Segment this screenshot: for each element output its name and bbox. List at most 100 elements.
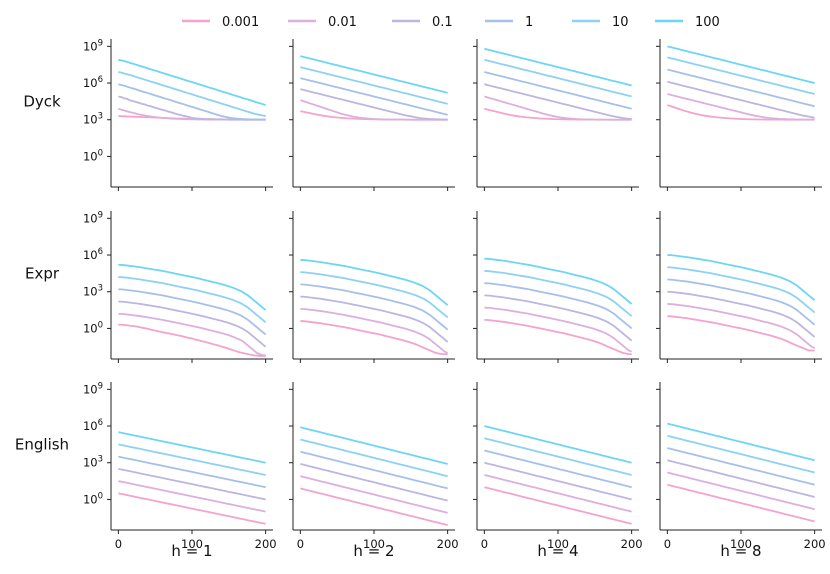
series-line	[667, 422, 815, 462]
legend-item: 10	[572, 15, 629, 30]
y-tick-label: 103	[83, 284, 103, 299]
series-line	[300, 307, 448, 354]
series-line	[300, 438, 448, 478]
x-tick-label: 100	[547, 537, 569, 551]
y-tick-label: 106	[83, 247, 103, 262]
series-line	[300, 55, 448, 94]
series-line	[118, 288, 267, 336]
panel: 100 103 106 109	[83, 38, 273, 191]
legend-label: 0.01	[328, 15, 357, 30]
column-label: h = 4	[537, 542, 578, 560]
series-line	[484, 47, 632, 87]
y-tick-label: 100	[83, 320, 103, 335]
column-label: h = 2	[353, 542, 394, 560]
y-tick-label: 106	[83, 75, 103, 90]
legend-label: 100	[695, 15, 720, 30]
series-line	[300, 450, 448, 490]
column-label: h = 8	[720, 542, 761, 560]
legend: 0.001 0.01 0.1 1 10 100	[182, 15, 720, 30]
panel	[656, 39, 822, 191]
panel	[289, 39, 455, 191]
y-tick-label: 100	[83, 491, 103, 506]
series-line	[300, 77, 448, 116]
series-line	[300, 283, 449, 331]
row-label: Expr	[25, 264, 60, 282]
series-line	[667, 45, 815, 84]
panel	[473, 39, 639, 191]
series-line	[667, 266, 816, 314]
series-line	[484, 425, 632, 464]
series-line	[118, 276, 267, 324]
legend-item: 0.1	[392, 15, 453, 30]
series-line	[118, 83, 266, 121]
y-tick-label: 106	[83, 418, 103, 433]
y-tick-label: 109	[83, 38, 103, 53]
series-line	[667, 315, 815, 352]
series-line	[484, 282, 633, 330]
series-line	[667, 459, 815, 498]
series-line	[300, 295, 449, 343]
series-line	[300, 487, 448, 526]
legend-item: 1	[485, 15, 533, 30]
series-line	[300, 271, 449, 319]
legend-label: 0.001	[222, 15, 259, 30]
series-line	[484, 83, 632, 120]
series-line	[118, 455, 266, 489]
series-line	[300, 99, 448, 121]
series-line	[118, 492, 266, 525]
series-line	[118, 312, 266, 357]
series-line	[484, 306, 632, 353]
series-line	[667, 303, 815, 349]
panel	[289, 211, 455, 363]
panel: 0 100 200	[656, 382, 826, 551]
series-line	[484, 107, 632, 121]
panel	[656, 211, 822, 363]
y-tick-label: 103	[83, 455, 103, 470]
series-line	[667, 254, 816, 301]
x-tick-label: 200	[437, 537, 459, 551]
series-line	[118, 58, 266, 106]
x-tick-label: 0	[481, 537, 488, 551]
legend-item: 0.001	[182, 15, 259, 30]
series-line	[118, 71, 266, 117]
x-tick-label: 0	[664, 537, 671, 551]
series-line	[300, 463, 448, 502]
series-line	[667, 68, 815, 108]
row-label: English	[15, 435, 69, 453]
series-line	[300, 66, 448, 105]
row-label: Dyck	[23, 92, 61, 110]
series-line	[667, 290, 816, 338]
legend-label: 0.1	[432, 15, 453, 30]
series-line	[300, 259, 449, 306]
series-line	[484, 270, 633, 317]
series-line	[484, 95, 632, 121]
y-tick-label: 109	[83, 381, 103, 396]
series-line	[118, 300, 267, 348]
series-line	[118, 431, 266, 464]
y-tick-label: 100	[83, 148, 103, 163]
legend-label: 1	[525, 15, 533, 30]
series-line	[667, 80, 815, 119]
x-tick-label: 0	[297, 537, 304, 551]
series-line	[118, 480, 266, 513]
y-tick-label: 109	[83, 210, 103, 225]
series-line	[484, 474, 632, 513]
panel: 0 100 200	[473, 382, 643, 551]
series-line	[667, 56, 815, 95]
panel	[473, 211, 639, 363]
x-tick-label: 200	[804, 537, 826, 551]
panel: 0 100 200	[289, 382, 459, 551]
series-line	[484, 71, 632, 110]
series-line	[667, 93, 815, 121]
series-line	[484, 318, 632, 356]
x-tick-label: 100	[181, 537, 203, 551]
legend-item: 100	[655, 15, 720, 30]
column-label: h = 1	[171, 542, 212, 560]
series-line	[484, 449, 632, 489]
panel: 100 103 106 109	[83, 210, 273, 363]
series-line	[667, 434, 815, 474]
panel: 100 103 106 109 0 100 200	[83, 381, 277, 551]
legend-label: 10	[612, 15, 629, 30]
series-line	[300, 475, 448, 514]
